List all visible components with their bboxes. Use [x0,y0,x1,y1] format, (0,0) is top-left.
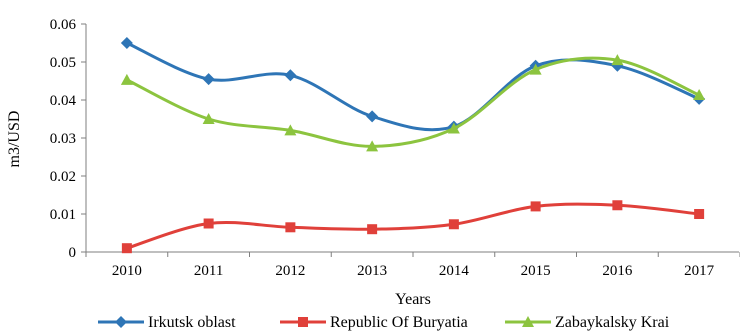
legend-label: Irkutsk oblast [148,314,236,331]
x-tick-label: 2016 [602,263,633,279]
data-point [447,122,460,134]
legend-marker [298,317,308,327]
y-axis-title: m3/USD [6,111,23,168]
x-tick-label: 2010 [112,263,142,279]
data-point [202,73,215,86]
x-tick-label: 2012 [275,263,305,279]
y-tick-label: 0.06 [50,17,77,33]
x-tick-label: 2015 [521,263,551,279]
y-tick-label: 0.04 [50,93,77,109]
data-point [529,63,542,75]
series-line-2 [126,202,700,250]
legend: Irkutsk oblast Republic Of Buryatia Zabayk… [98,314,670,331]
x-axis-title: Years [395,291,431,308]
legend-label: Zabaykalsky Krai [555,314,670,331]
data-point [121,243,132,254]
x-tick-label: 2011 [194,263,223,279]
data-point [693,89,706,101]
series-line-3 [126,56,700,148]
legend-marker [115,316,127,328]
legend-marker [522,316,534,327]
data-point [611,54,624,66]
x-tick-label: 2014 [439,263,470,279]
data-point [367,224,378,235]
axes: 0 0.01 0.02 0.03 0.04 0.05 0.06 2010 2011 2012 201… [50,17,740,279]
y-tick-label: 0.02 [50,169,76,185]
legend-label: Republic Of Buryatia [330,314,468,331]
data-point [694,209,705,219]
series-group [120,37,706,254]
y-tick-label: 0.05 [50,55,76,71]
data-point [285,222,296,233]
data-point [611,59,624,72]
y-tick-label: 0 [69,245,77,261]
y-tick-label: 0.01 [50,207,76,223]
data-point [366,110,379,123]
data-point [448,219,459,230]
data-point [530,201,541,212]
series-line-1 [126,41,700,132]
x-tick-label: 2017 [684,263,715,279]
data-point [202,113,215,124]
data-point [120,37,133,49]
x-tick-label: 2013 [357,263,387,279]
data-point [120,73,133,85]
data-point [612,200,623,211]
data-point [203,218,214,229]
data-point [366,140,379,152]
data-point [284,124,297,136]
y-tick-label: 0.03 [50,131,76,147]
data-point [284,69,297,82]
